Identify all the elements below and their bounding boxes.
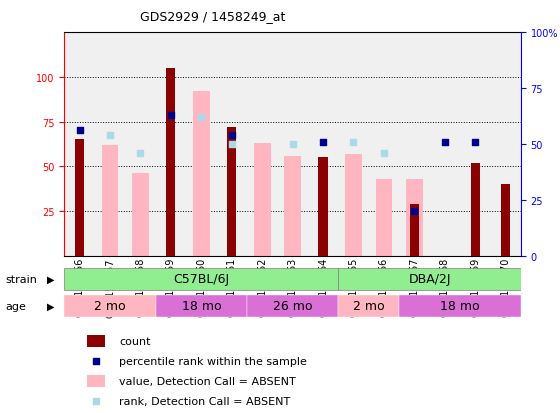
Point (106, 132, 115, 139)
FancyBboxPatch shape (338, 295, 399, 317)
Text: strain: strain (6, 274, 38, 284)
Point (197, 114, 206, 121)
Point (227, 141, 236, 148)
Bar (345, 154, 362, 256)
Bar (284, 156, 301, 256)
Text: ▶: ▶ (46, 274, 54, 284)
Bar (319, 158, 328, 256)
Text: 18 mo: 18 mo (440, 299, 480, 313)
Text: percentile rank within the sample: percentile rank within the sample (119, 356, 307, 366)
Bar (410, 204, 419, 256)
FancyBboxPatch shape (64, 268, 338, 290)
Bar (254, 144, 270, 256)
Bar (406, 179, 423, 256)
Text: DBA/2J: DBA/2J (408, 273, 451, 286)
FancyBboxPatch shape (247, 295, 338, 317)
Bar (501, 185, 510, 256)
Bar (87, 335, 105, 347)
Bar (102, 145, 118, 256)
Text: 18 mo: 18 mo (181, 299, 221, 313)
Point (471, 139, 480, 146)
Point (227, 132, 236, 139)
Point (92, 358, 101, 364)
Text: rank, Detection Call = ABSENT: rank, Detection Call = ABSENT (119, 396, 291, 406)
Bar (87, 375, 105, 387)
Bar (193, 92, 209, 256)
Text: GDS2929 / 1458249_at: GDS2929 / 1458249_at (140, 10, 286, 23)
Point (349, 139, 358, 146)
Point (319, 139, 328, 146)
Point (410, 208, 419, 215)
Text: ▶: ▶ (46, 301, 54, 311)
Point (136, 150, 145, 157)
Point (288, 141, 297, 148)
Point (75, 128, 84, 135)
Text: count: count (119, 336, 151, 346)
Bar (166, 69, 175, 256)
Bar (132, 174, 149, 256)
Bar (75, 140, 84, 256)
Text: 26 mo: 26 mo (273, 299, 312, 313)
FancyBboxPatch shape (156, 295, 247, 317)
Text: 2 mo: 2 mo (353, 299, 385, 313)
Text: 2 mo: 2 mo (94, 299, 126, 313)
Text: C57BL/6J: C57BL/6J (173, 273, 230, 286)
Bar (227, 128, 236, 256)
Point (166, 112, 175, 119)
Point (380, 150, 389, 157)
Bar (470, 163, 480, 256)
FancyBboxPatch shape (399, 295, 521, 317)
Bar (376, 179, 392, 256)
FancyBboxPatch shape (64, 295, 156, 317)
Text: age: age (6, 301, 26, 311)
FancyBboxPatch shape (338, 268, 521, 290)
Point (440, 139, 449, 146)
Text: value, Detection Call = ABSENT: value, Detection Call = ABSENT (119, 376, 296, 386)
Point (92, 397, 101, 404)
